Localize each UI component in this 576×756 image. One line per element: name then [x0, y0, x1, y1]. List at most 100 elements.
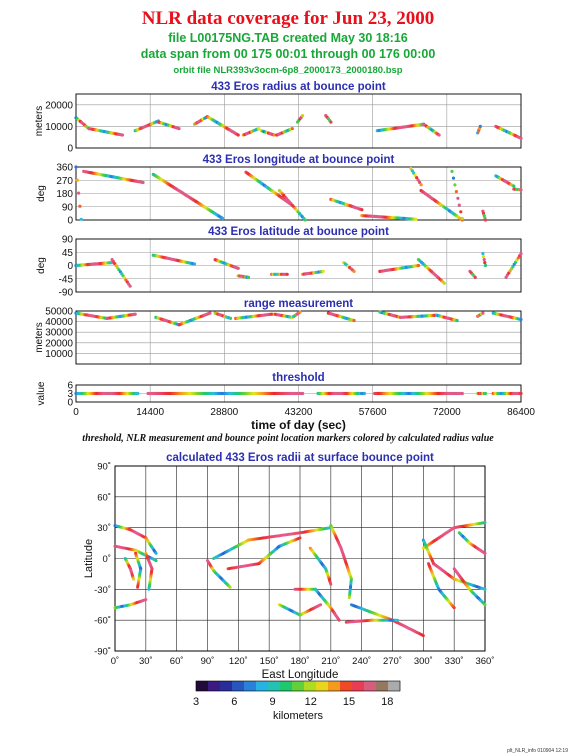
data-point [79, 217, 83, 221]
data-point [451, 176, 456, 180]
y-tick-label: 0 [67, 261, 73, 272]
y-tick-label: 3 [67, 389, 73, 400]
data-track [244, 170, 294, 207]
colorbar-swatch [316, 681, 329, 691]
data-track [481, 209, 488, 222]
data-point [133, 312, 137, 316]
data-track [213, 311, 233, 320]
map-point [228, 585, 232, 589]
data-track [275, 127, 294, 137]
data-point [415, 176, 419, 180]
map-x-tick-label: 120˚ [229, 656, 248, 667]
data-track [434, 313, 459, 323]
y-tick-label: 0 [67, 144, 73, 155]
colorbar-tick-label: 12 [305, 696, 317, 708]
colorbar-swatch [340, 681, 353, 691]
footer-stamp: plt_NLR_info 010904 12:19 [507, 748, 568, 754]
data-point [414, 217, 418, 221]
data-track [316, 391, 366, 396]
y-axis-label: deg [36, 185, 47, 202]
file-info-line: file L00175NG.TAB created May 30 18:16 [168, 31, 408, 45]
data-track [151, 253, 197, 266]
data-track [272, 312, 294, 319]
data-track [205, 115, 240, 137]
data-point [412, 171, 416, 175]
map-point [483, 587, 487, 591]
data-point [419, 183, 423, 187]
data-track [82, 169, 145, 185]
map-point [329, 582, 333, 586]
map-track [134, 551, 143, 589]
map-x-tick-label: 180˚ [290, 656, 309, 667]
data-point [192, 262, 197, 266]
map-y-axis-label: Latitude [83, 539, 95, 578]
data-point [460, 391, 464, 396]
timeseries-panel-3: 433 Eros latitude at bounce point -90 -45 0… [36, 226, 523, 299]
data-point [78, 204, 82, 208]
y-tick-label: 45 [62, 248, 74, 259]
data-track [326, 311, 356, 323]
colorbar-swatch [352, 681, 365, 691]
map-track [329, 524, 353, 600]
y-tick-label: 180 [56, 189, 73, 200]
map-track [113, 598, 148, 610]
colorbar-label: kilometers [273, 710, 324, 722]
data-track [398, 313, 439, 319]
data-point [75, 178, 79, 182]
y-tick-label: 30000 [45, 328, 73, 339]
colorbar-swatch [328, 681, 341, 691]
data-point [473, 275, 477, 279]
page-title: NLR data coverage for Jun 23, 2000 [141, 8, 435, 29]
data-point [120, 133, 124, 137]
data-point [177, 127, 181, 131]
panel-title: range measurement [244, 298, 353, 310]
y-tick-label: 50000 [45, 307, 73, 318]
map-track [212, 526, 333, 560]
colorbar-swatch [220, 681, 233, 691]
data-point [483, 261, 487, 265]
data-point [410, 169, 414, 173]
colorbar-tick-label: 6 [231, 696, 237, 708]
data-point [455, 318, 459, 323]
data-point [519, 391, 523, 396]
data-point [481, 255, 486, 259]
data-track [494, 124, 523, 140]
x-tick-label: 72000 [433, 407, 461, 418]
map-track [144, 551, 154, 591]
data-point [457, 203, 461, 207]
map-point [337, 618, 341, 622]
y-axis-label: meters [34, 106, 45, 137]
data-track [213, 258, 240, 270]
panel-title: 433 Eros latitude at bounce point [208, 226, 389, 238]
data-point [409, 166, 413, 171]
map-x-tick-label: 60˚ [170, 656, 184, 667]
y-tick-label: 20000 [45, 100, 73, 111]
data-track [87, 127, 124, 137]
data-point [270, 312, 274, 316]
data-track [74, 311, 109, 320]
map-point [132, 577, 135, 581]
map-point [483, 551, 487, 555]
y-tick-label: 90 [62, 202, 74, 213]
data-point [459, 210, 463, 214]
data-track [277, 189, 307, 222]
map-track [457, 531, 487, 555]
data-track [373, 391, 464, 396]
data-track [360, 214, 418, 221]
data-track [450, 169, 464, 221]
data-point [478, 124, 482, 128]
data-track [74, 165, 83, 221]
data-track [192, 115, 209, 126]
data-track [324, 114, 333, 124]
panel-frame [75, 166, 522, 221]
colorbar-tick-label: 9 [269, 696, 275, 708]
map-x-tick-label: 0˚ [111, 656, 119, 667]
map-y-tick-label: 0˚ [103, 554, 111, 565]
y-tick-label: 20000 [45, 338, 73, 349]
map-x-tick-label: 240˚ [352, 656, 371, 667]
data-point [416, 263, 421, 268]
data-point [257, 127, 261, 131]
data-point [416, 178, 420, 182]
data-point [454, 190, 458, 194]
